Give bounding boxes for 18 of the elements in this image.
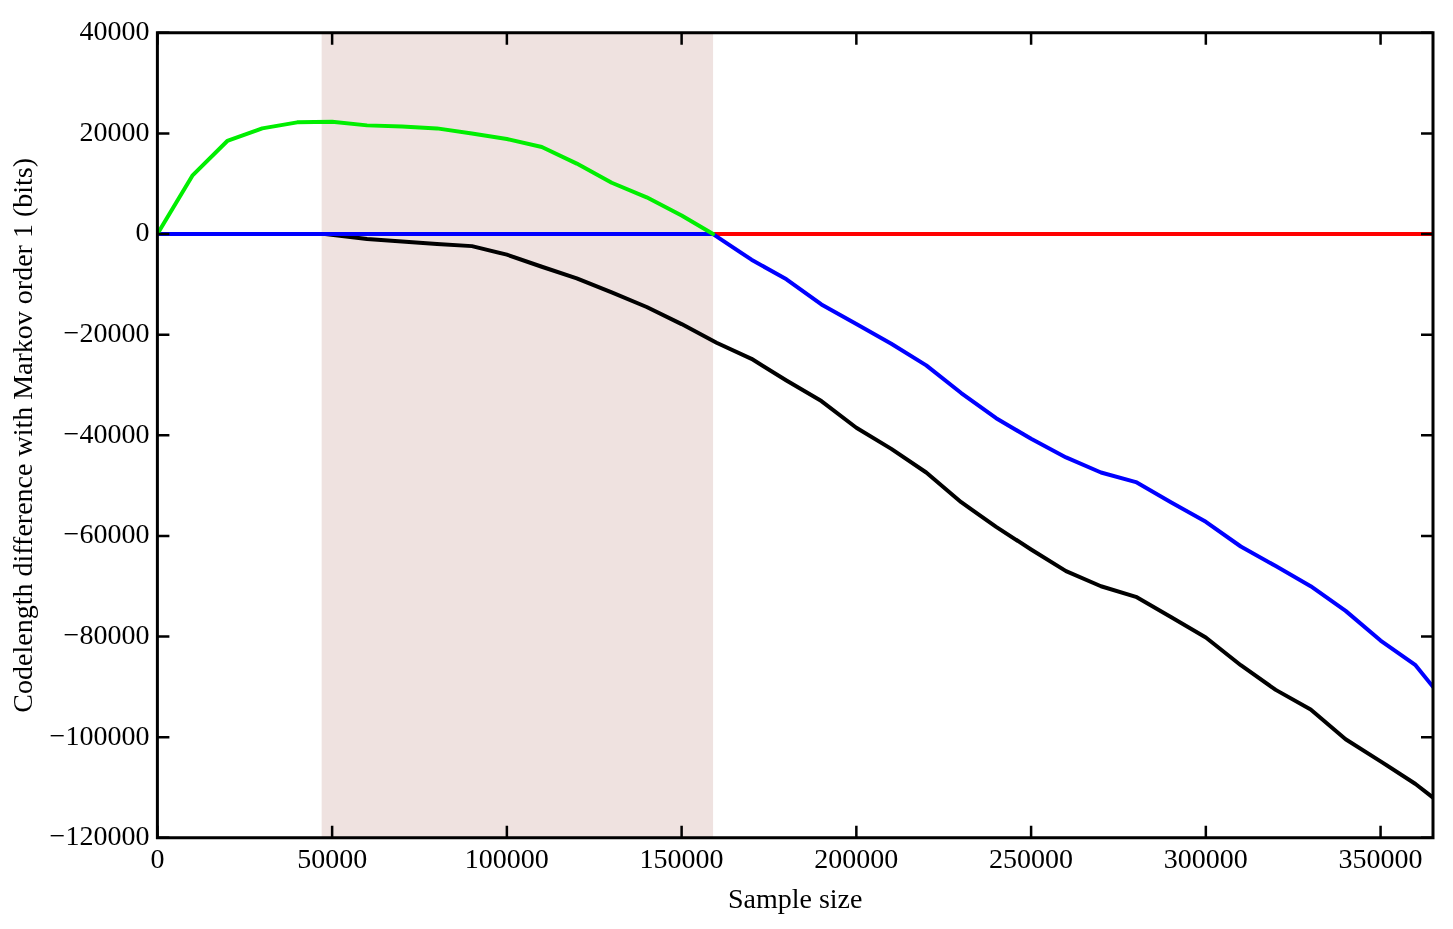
y-tick-label: 20000 — [79, 115, 150, 147]
y-tick-label: 0 — [135, 216, 150, 248]
y-tick-label: −20000 — [63, 317, 150, 349]
y-tick-label: −100000 — [49, 719, 150, 751]
y-tick-label: −40000 — [63, 417, 150, 449]
x-tick-label: 250000 — [989, 842, 1074, 874]
y-tick-label: 40000 — [79, 15, 150, 47]
x-tick-label: 300000 — [1163, 842, 1248, 874]
y-axis-title: Codelength difference with Markov order 1 (bits) — [7, 157, 39, 713]
x-axis-title: Sample size — [727, 882, 863, 914]
x-tick-label: 150000 — [639, 842, 724, 874]
y-tick-label: −80000 — [63, 618, 150, 650]
x-tick-label: 350000 — [1338, 842, 1423, 874]
x-tick-label: 100000 — [464, 842, 549, 874]
x-tick-label: 50000 — [297, 842, 368, 874]
y-tick-label: −120000 — [49, 820, 150, 852]
x-tick-label: 200000 — [814, 842, 899, 874]
y-tick-label: −60000 — [63, 518, 150, 550]
